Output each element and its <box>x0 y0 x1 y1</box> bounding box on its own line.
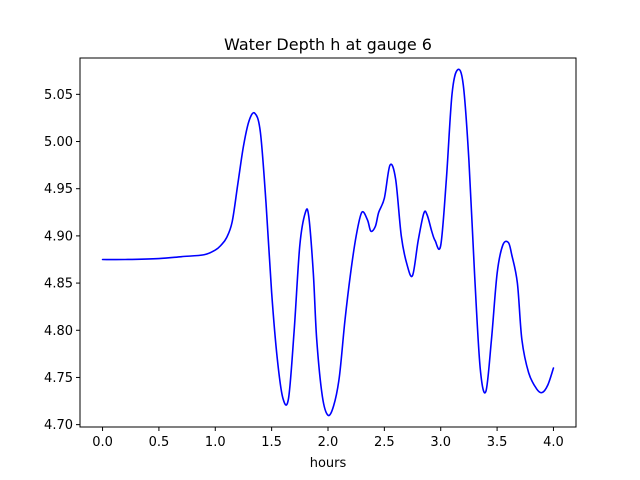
x-tick-label: 3.5 <box>487 435 508 450</box>
y-axis: 4.70 4.75 4.80 4.85 4.90 4.95 5.00 5.05 <box>44 88 80 433</box>
plot-area <box>101 68 555 417</box>
y-tick-label: 4.80 <box>44 324 73 339</box>
y-tick-label: 4.85 <box>44 277 73 292</box>
chart-title: Water Depth h at gauge 6 <box>224 35 432 54</box>
x-tick-label: 0.0 <box>92 435 113 450</box>
y-tick-label: 4.90 <box>44 229 73 244</box>
y-tick-label: 5.00 <box>44 135 73 150</box>
x-axis-label: hours <box>310 456 347 471</box>
plot-frame <box>79 57 577 428</box>
x-tick-label: 2.0 <box>318 435 339 450</box>
x-tick-label: 2.5 <box>374 435 395 450</box>
y-tick-label: 4.75 <box>44 371 73 386</box>
y-tick-label: 4.95 <box>44 182 73 197</box>
x-tick-label: 4.0 <box>543 435 564 450</box>
x-tick-label: 1.5 <box>261 435 282 450</box>
series-line <box>101 68 555 417</box>
x-tick-label: 0.5 <box>149 435 170 450</box>
x-axis: 0.0 0.5 1.0 1.5 2.0 2.5 3.0 3.5 4.0 <box>92 427 564 450</box>
y-tick-label: 4.70 <box>44 418 73 433</box>
x-tick-label: 1.0 <box>205 435 226 450</box>
x-tick-label: 3.0 <box>430 435 451 450</box>
y-tick-label: 5.05 <box>44 88 73 103</box>
